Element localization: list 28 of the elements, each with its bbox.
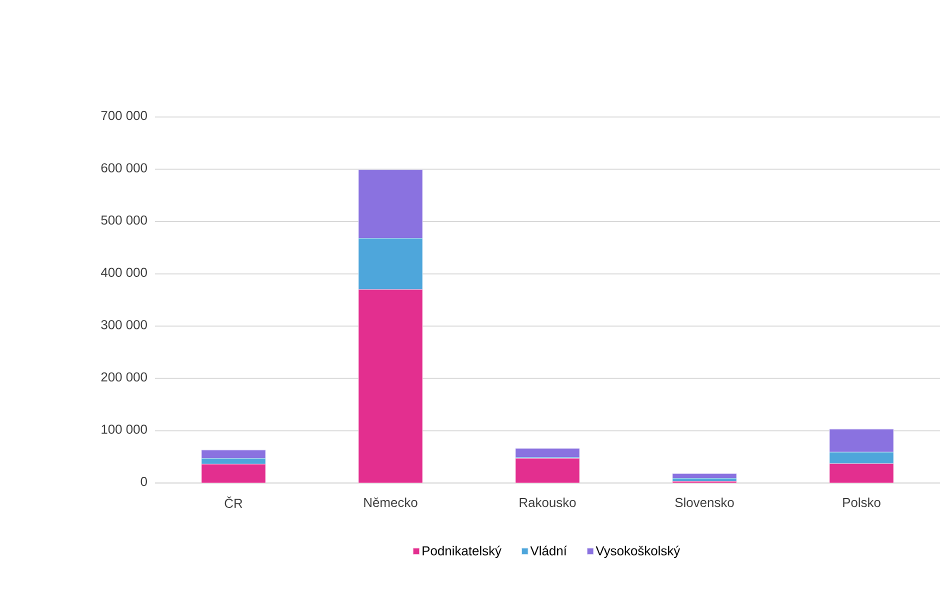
- bar: [829, 428, 894, 452]
- legend-label: Vládní: [530, 546, 567, 556]
- legend-label: Vysokoškolský: [596, 546, 680, 558]
- x-tick-label: Slovensko: [675, 498, 734, 508]
- bar: [358, 289, 423, 483]
- x-tick-label: Rakousko: [520, 498, 576, 508]
- bar: [201, 464, 266, 483]
- x-tick-label: ČR: [224, 496, 242, 508]
- y-tick-label: 100 000: [102, 424, 147, 434]
- bar: [829, 463, 894, 483]
- y-tick-label: 300 000: [101, 320, 147, 330]
- bar: [201, 450, 266, 459]
- legend-label: Podnikatelský: [422, 546, 502, 558]
- y-tick-label: 200 000: [101, 372, 147, 382]
- bar: [201, 458, 266, 464]
- y-tick-label: 600 000: [101, 163, 147, 172]
- bar: [672, 473, 737, 479]
- bar: [829, 452, 894, 464]
- y-tick-label: 400 000: [100, 268, 147, 277]
- bar: [358, 170, 423, 239]
- y-tick-label: 0: [140, 476, 147, 486]
- y-tick-label: 500 000: [101, 216, 147, 225]
- bar: [515, 458, 580, 483]
- bar: [358, 238, 423, 290]
- y-tick-label: 700 000: [101, 110, 147, 120]
- bar: [515, 448, 580, 458]
- x-tick-label: Polsko: [843, 498, 880, 508]
- x-tick-label: Německo: [364, 498, 418, 508]
